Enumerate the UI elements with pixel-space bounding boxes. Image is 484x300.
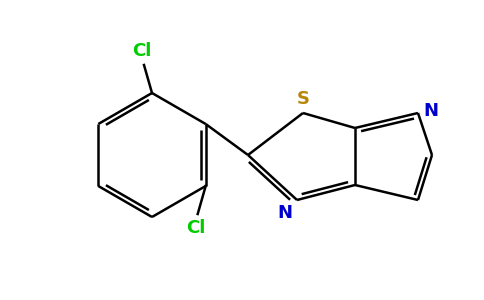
Text: Cl: Cl (132, 42, 151, 60)
Text: N: N (277, 204, 292, 222)
Text: N: N (423, 102, 438, 120)
Text: Cl: Cl (186, 219, 205, 237)
Text: S: S (297, 90, 309, 108)
